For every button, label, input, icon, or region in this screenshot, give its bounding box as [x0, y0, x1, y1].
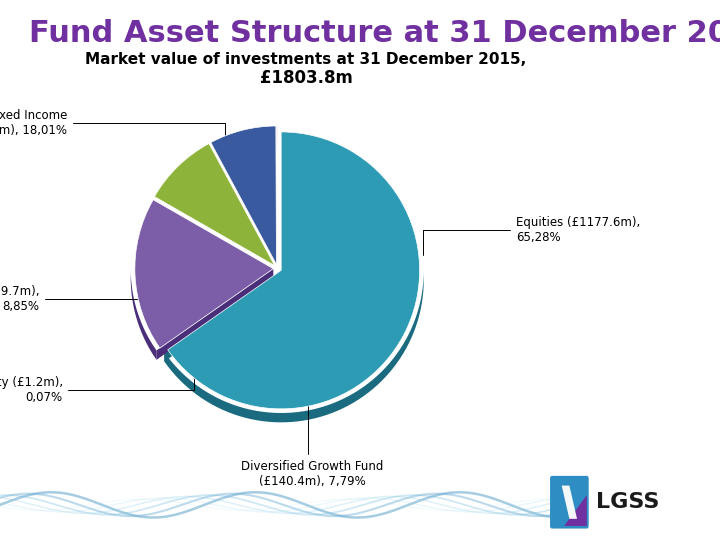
Polygon shape: [562, 485, 577, 519]
Text: Fixed Income
(£324.9m), 18,01%: Fixed Income (£324.9m), 18,01%: [0, 109, 225, 152]
Text: Property (£159.7m),
8,85%: Property (£159.7m), 8,85%: [0, 278, 164, 313]
Wedge shape: [155, 144, 274, 266]
Polygon shape: [156, 269, 274, 360]
Polygon shape: [164, 271, 424, 422]
Polygon shape: [164, 271, 282, 361]
Wedge shape: [211, 126, 276, 265]
Text: Private Equity (£1.2m),
0,07%: Private Equity (£1.2m), 0,07%: [0, 366, 194, 404]
Text: Market value of investments at 31 December 2015,: Market value of investments at 31 Decemb…: [86, 52, 526, 66]
Wedge shape: [135, 200, 274, 348]
FancyBboxPatch shape: [550, 476, 589, 529]
Text: Fund Asset Structure at 31 December 2015: Fund Asset Structure at 31 December 2015: [29, 19, 720, 48]
Text: Diversified Growth Fund
(£140.4m), 7,79%: Diversified Growth Fund (£140.4m), 7,79%: [241, 403, 383, 488]
Wedge shape: [168, 132, 420, 409]
Text: £1803.8m: £1803.8m: [260, 69, 352, 87]
Text: Equities (£1177.6m),
65,28%: Equities (£1177.6m), 65,28%: [423, 215, 640, 255]
Polygon shape: [131, 269, 156, 360]
Polygon shape: [564, 495, 587, 526]
Text: LGSS: LGSS: [596, 492, 660, 512]
